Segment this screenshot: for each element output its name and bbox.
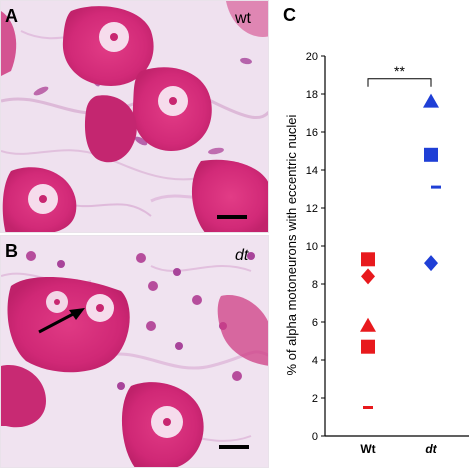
- y-tick-label: 4: [312, 355, 318, 367]
- micrograph-wt: A wt: [0, 0, 269, 233]
- panel-label-a: A: [5, 6, 18, 26]
- genotype-label-dt: dt: [235, 247, 249, 264]
- data-point-dash: [363, 406, 373, 409]
- micrograph-dt-image: [1, 236, 268, 467]
- data-point-diamond: [361, 268, 375, 285]
- y-tick-label: 18: [306, 89, 318, 101]
- panel-label-b: B: [5, 241, 18, 261]
- data-point-triangle: [423, 93, 439, 108]
- y-tick-label: 8: [312, 279, 318, 291]
- significance-bracket: [367, 78, 432, 87]
- y-tick-label: 0: [312, 431, 318, 443]
- y-axis-title: % of alpha motoneurons with eccentric nu…: [284, 114, 299, 375]
- chart-panel: C 0 2 4 6 8 10 12 14 16 18 20 Wt dt ** % of alpha mot…: [269, 0, 474, 468]
- scale-bar-b: [219, 445, 249, 449]
- y-tick-label: 12: [306, 203, 318, 215]
- y-tick-label: 16: [306, 127, 318, 139]
- data-point-square: [424, 147, 438, 162]
- x-tick-label: dt: [425, 442, 437, 456]
- y-tick-label: 2: [312, 393, 318, 405]
- data-point-dash: [431, 185, 441, 189]
- y-tick-label: 20: [306, 51, 318, 63]
- panel-label-c: C: [283, 5, 296, 25]
- scale-bar-a: [217, 215, 247, 219]
- genotype-label-wt: wt: [235, 10, 251, 27]
- data-point-square: [361, 339, 375, 354]
- scatter-chart: 0 2 4 6 8 10 12 14 16 18 20 Wt dt ** % of alpha moton…: [284, 51, 469, 456]
- data-point-triangle: [360, 317, 376, 332]
- x-tick-label: Wt: [360, 442, 375, 456]
- micrograph-wt-image: [1, 1, 268, 232]
- y-tick-label: 6: [312, 317, 318, 329]
- data-point-square: [361, 252, 375, 267]
- micrograph-dt: B dt: [0, 235, 269, 468]
- y-tick-label: 10: [306, 241, 318, 253]
- significance-label: **: [394, 63, 405, 79]
- data-point-diamond: [424, 255, 438, 272]
- y-tick-label: 14: [306, 165, 318, 177]
